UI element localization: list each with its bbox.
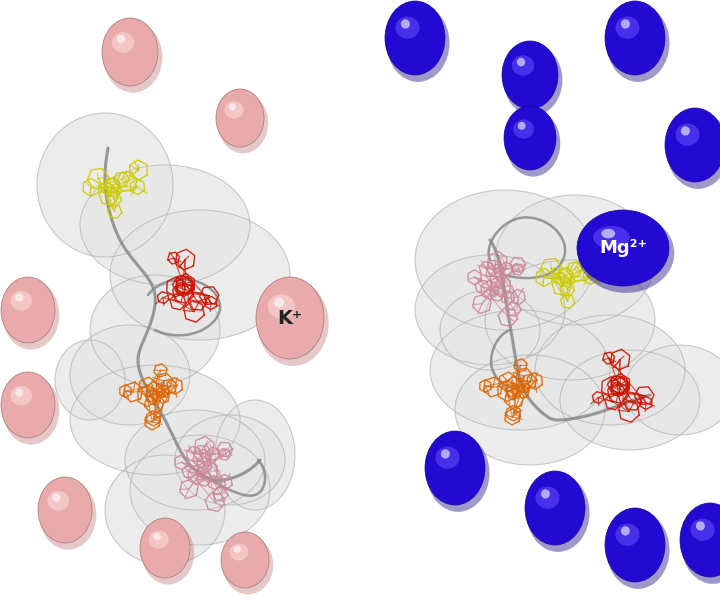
Ellipse shape [526,474,590,552]
Ellipse shape [616,16,639,39]
Ellipse shape [605,508,665,582]
Ellipse shape [140,518,190,578]
Ellipse shape [680,503,720,577]
Ellipse shape [690,518,714,541]
Ellipse shape [37,113,173,257]
Ellipse shape [216,89,264,147]
Ellipse shape [218,93,269,154]
Ellipse shape [525,471,585,545]
Ellipse shape [15,388,24,397]
Ellipse shape [606,511,670,589]
Ellipse shape [675,123,700,146]
Ellipse shape [436,446,459,469]
Ellipse shape [55,340,125,420]
Ellipse shape [601,229,615,238]
Ellipse shape [502,41,558,109]
Ellipse shape [234,546,241,553]
Ellipse shape [257,280,329,366]
Ellipse shape [3,280,59,350]
Ellipse shape [485,260,655,380]
Ellipse shape [215,400,295,510]
Ellipse shape [90,275,220,385]
Ellipse shape [616,523,639,546]
Ellipse shape [503,44,562,116]
Ellipse shape [149,531,168,549]
Ellipse shape [104,21,163,93]
Ellipse shape [221,532,269,588]
Ellipse shape [130,435,270,545]
Ellipse shape [387,4,449,82]
Ellipse shape [3,375,59,445]
Ellipse shape [605,1,665,75]
Ellipse shape [593,226,630,249]
Ellipse shape [625,345,720,435]
Ellipse shape [256,277,324,359]
Ellipse shape [577,210,669,286]
Ellipse shape [105,455,225,565]
Ellipse shape [541,489,550,499]
Ellipse shape [385,1,445,75]
Ellipse shape [230,544,248,561]
Ellipse shape [536,486,559,509]
Ellipse shape [426,434,490,512]
Ellipse shape [513,119,534,139]
Ellipse shape [512,55,534,76]
Ellipse shape [40,480,96,550]
Ellipse shape [415,255,565,365]
Ellipse shape [222,535,273,594]
Ellipse shape [518,122,526,130]
Ellipse shape [415,190,595,330]
Ellipse shape [268,294,295,319]
Ellipse shape [440,290,540,370]
Ellipse shape [681,126,690,136]
Ellipse shape [455,355,605,465]
Ellipse shape [621,19,630,28]
Ellipse shape [606,4,670,82]
Ellipse shape [229,103,236,111]
Ellipse shape [274,297,284,307]
Ellipse shape [142,522,194,584]
Ellipse shape [517,58,526,67]
Ellipse shape [117,35,125,44]
Ellipse shape [535,315,685,425]
Ellipse shape [53,493,60,502]
Ellipse shape [665,108,720,182]
Ellipse shape [696,522,705,531]
Ellipse shape [395,16,420,39]
Ellipse shape [1,372,55,438]
Ellipse shape [175,415,285,505]
Ellipse shape [38,477,92,543]
Ellipse shape [682,506,720,584]
Ellipse shape [70,325,190,425]
Ellipse shape [11,386,32,406]
Ellipse shape [48,491,69,511]
Ellipse shape [430,310,610,430]
Ellipse shape [560,350,700,450]
Ellipse shape [112,32,134,53]
Ellipse shape [110,210,290,340]
Ellipse shape [504,106,556,170]
Ellipse shape [125,410,265,510]
Ellipse shape [667,111,720,189]
Ellipse shape [425,431,485,505]
Ellipse shape [505,110,560,177]
Ellipse shape [225,101,243,119]
Ellipse shape [577,213,675,293]
Ellipse shape [153,533,161,540]
Ellipse shape [102,18,158,86]
Text: Mg²⁺: Mg²⁺ [599,239,647,257]
Ellipse shape [401,19,410,28]
Ellipse shape [441,450,450,459]
Ellipse shape [495,195,655,325]
Ellipse shape [15,293,24,301]
Ellipse shape [1,277,55,343]
Ellipse shape [11,291,32,310]
Ellipse shape [80,165,250,285]
Ellipse shape [70,365,240,475]
Text: K⁺: K⁺ [277,309,302,327]
Ellipse shape [621,526,630,535]
